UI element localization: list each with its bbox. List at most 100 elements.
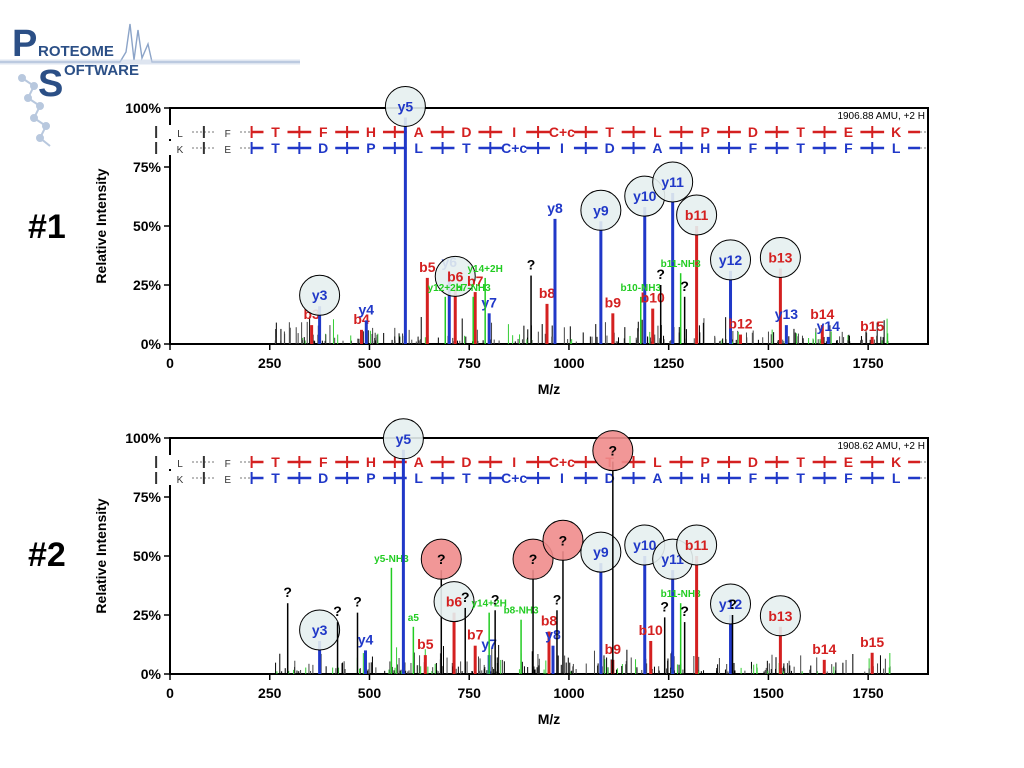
ladder-aa-bg — [788, 471, 813, 485]
x-tick-label: 1250 — [653, 355, 684, 371]
ladder-aa: T — [796, 454, 805, 470]
y-tick-label: 75% — [133, 159, 162, 175]
x-tick-label: 250 — [258, 685, 282, 701]
x-tick-label: 0 — [166, 685, 174, 701]
ladder-aa: T — [271, 140, 280, 156]
ladder-aa-bg — [836, 471, 861, 485]
peak-label: y5-NH3 — [374, 554, 409, 565]
ladder-aa: K — [891, 124, 901, 140]
y-tick-label: 100% — [125, 430, 161, 446]
ladder-aa: T — [271, 470, 280, 486]
ladder-aa: E — [844, 454, 853, 470]
peak-highlight-circle — [434, 255, 476, 297]
peak-label: ? — [491, 591, 500, 607]
ladder-aa-bg — [502, 455, 527, 469]
ladder-aa-bg — [358, 125, 383, 139]
ladder-aa-bg — [597, 125, 622, 139]
x-tick-label: 500 — [358, 355, 382, 371]
peak-label: b11-NH3 — [661, 589, 701, 600]
ladder-aa: F — [844, 140, 853, 156]
ladder-aa-bg — [502, 471, 527, 485]
peak-label: ? — [656, 266, 665, 282]
ladder-aa: H — [700, 470, 710, 486]
x-tick-label: 500 — [358, 685, 382, 701]
ladder-aa-bg — [263, 455, 288, 469]
panel-label-2: #2 — [28, 536, 66, 574]
peak-label: y10 — [633, 537, 657, 553]
y-axis-label: Relative Intensity — [93, 168, 109, 283]
ladder-aa-bg — [645, 141, 670, 155]
annotated-peaks: b3y3b4y4y5b5y6b6b7y7b8y8y9b9y10b10y11b11… — [299, 85, 884, 344]
peak-label: y5 — [396, 431, 412, 447]
peak-highlight-circle — [299, 609, 341, 651]
x-tick-label: 1250 — [653, 685, 684, 701]
ladder-aa-bg — [740, 125, 765, 139]
ladder-aa: E — [224, 475, 231, 486]
y-tick-label: 25% — [133, 277, 162, 293]
ladder-aa-bg — [884, 141, 909, 155]
peak-label: b7 — [467, 273, 484, 289]
ladder-aa: P — [700, 124, 709, 140]
ladder-aa-bg — [693, 455, 718, 469]
peak-label: y14+2H — [468, 264, 503, 275]
ladder-aa: A — [652, 470, 662, 486]
ladder-aa: F — [749, 140, 758, 156]
ladder-aa-bg — [645, 471, 670, 485]
ladder-aa-bg — [168, 125, 192, 139]
ladder-aa: D — [318, 470, 328, 486]
ladder-aa: L — [414, 470, 423, 486]
ladder-aa: K — [177, 475, 184, 486]
ladder-aa: T — [796, 140, 805, 156]
peak-highlight-circle — [433, 581, 475, 623]
peak-label: y3 — [312, 622, 328, 638]
ladder-aa-bg — [263, 471, 288, 485]
peak-label: b8-NH3 — [504, 606, 539, 617]
ladder-aa: C+c — [501, 140, 527, 156]
y-tick-label: 25% — [133, 607, 162, 623]
peak-label: y12 — [719, 596, 743, 612]
peak-highlight-circle — [759, 595, 801, 637]
ladder-aa: D — [748, 454, 758, 470]
peak-highlight-circle — [710, 583, 752, 625]
ladder-aa-bg — [215, 141, 240, 155]
spectrum-chart-1: 0% 25% 50% 75% 100% 0 250 500 750 1000 1250 1500 175… — [93, 85, 929, 397]
peak-highlight-circle — [580, 189, 622, 231]
ladder-aa: L — [177, 129, 183, 140]
ladder-aa-bg — [168, 471, 192, 485]
ladder-aa-bg — [597, 471, 622, 485]
ladder-aa-bg — [215, 455, 240, 469]
peak-label: y3 — [312, 287, 328, 303]
peak-label: b15 — [860, 318, 884, 334]
ladder-aa-bg — [693, 141, 718, 155]
ladder-aa: T — [271, 454, 280, 470]
ladder-aa: D — [461, 124, 471, 140]
peak-highlight-circle — [652, 161, 694, 203]
peak-label: b10 — [639, 622, 663, 638]
ladder-aa: H — [366, 124, 376, 140]
logo-cap-p: P — [12, 23, 37, 65]
peak-highlight-circle — [592, 430, 634, 472]
ladder-aa-bg — [693, 125, 718, 139]
ladder-aa: L — [414, 140, 423, 156]
logo-line-2: OFTWARE — [64, 62, 139, 79]
peak-highlight-circle — [759, 236, 801, 278]
ladder-aa-bg — [311, 125, 336, 139]
ladder-aa: F — [225, 459, 231, 470]
peak-highlight-circle — [710, 239, 752, 281]
ladder-aa-bg — [311, 455, 336, 469]
ladder-aa: F — [319, 454, 328, 470]
ladder-aa-bg — [263, 125, 288, 139]
ladder-aa-bg — [597, 141, 622, 155]
ladder-aa: F — [319, 124, 328, 140]
peak-highlight-circle — [676, 194, 718, 236]
y-tick-label: 100% — [125, 100, 161, 116]
x-tick-label: 1500 — [753, 355, 784, 371]
peak-label: b11 — [685, 537, 709, 553]
spectrum-chart-2: 0% 25% 50% 75% 100% 0 250 500 750 1000 1250 1500 175… — [93, 418, 929, 727]
ladder-aa-bg — [836, 141, 861, 155]
peak-highlight-circle — [299, 274, 341, 316]
ladder-aa-bg — [549, 125, 574, 139]
y-tick-label: 50% — [133, 548, 162, 564]
ladder-aa: I — [560, 140, 564, 156]
